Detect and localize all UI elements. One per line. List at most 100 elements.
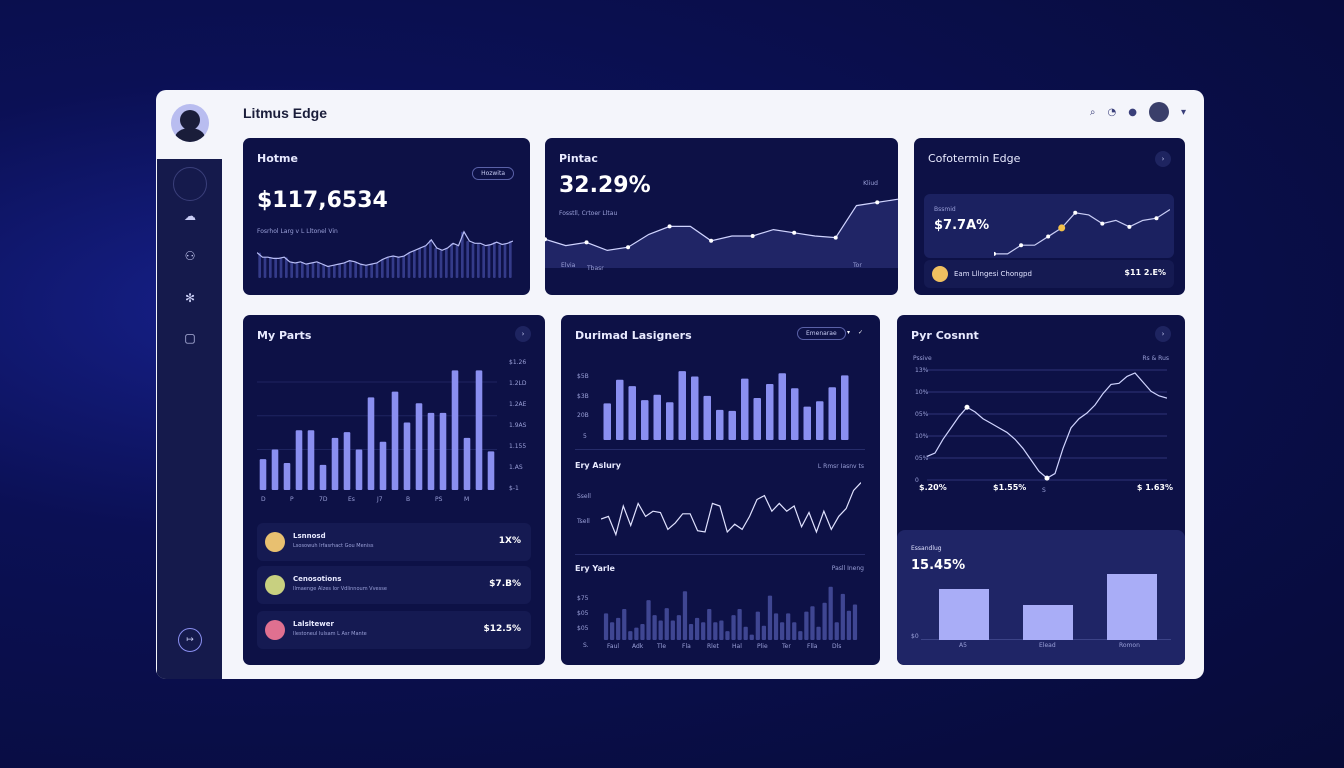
bar [816,626,821,640]
bar [269,257,272,278]
more-icon[interactable]: › [1155,151,1171,167]
user-avatar[interactable] [1148,102,1169,122]
bar [461,231,464,278]
filter-icon[interactable]: ▾ [847,329,851,336]
x-label: Ter [782,643,791,650]
bar [666,402,674,440]
list-item[interactable]: Cenosotions Ilmaenge Alzes Ior Vdlinnoum … [257,566,531,604]
y-tick: 10% [915,433,929,440]
designers-action-button[interactable]: Emenarae [797,327,846,340]
bar [379,441,387,490]
bar [634,627,639,640]
cloud-icon[interactable]: ☁ [184,209,196,223]
cofotermin-chart-panel: Bssmid $7.7A% [924,194,1174,258]
data-point [1044,475,1050,481]
cofotermin-line-chart [994,209,1170,256]
bar [509,241,512,278]
profile-avatar[interactable] [171,104,209,142]
bar [327,266,331,278]
bar [761,625,767,640]
bar [283,463,291,490]
more-icon[interactable]: › [515,326,531,342]
chat-icon[interactable]: ● [1128,106,1137,118]
card-title: Durimad Lasigners [575,329,692,342]
avatar [932,266,948,282]
data-point [1073,210,1078,215]
x-label: Hal [732,643,742,650]
spending-panel: Essandlug 15.45% $0 A5 Elead Romon [897,530,1185,665]
divider [575,554,865,555]
data-point [584,240,589,245]
x-label: Rlet [707,643,719,650]
y-tick: $5B [577,373,589,380]
designers-line-chart [601,482,861,537]
x-label: Romon [1119,642,1140,649]
series-line [994,209,1170,255]
bar [343,262,347,278]
users-icon[interactable]: ⚇ [184,249,196,263]
y-tick: S. [583,642,589,649]
bar [728,410,736,440]
bar [939,589,989,640]
y-tick: $3B [577,393,589,400]
bar [455,245,459,278]
y-tick: 5 [583,433,587,440]
data-point [994,251,996,256]
bar [852,604,858,640]
bar [658,620,663,640]
bar [664,608,669,640]
home-area-chart [257,230,513,278]
bar [1023,605,1073,640]
home-action-button[interactable]: Hozwita [472,167,514,180]
highlight-point [1058,224,1066,232]
bar [354,261,357,278]
section-title: Ery Yarle [575,564,615,573]
x-label: D [261,496,266,503]
document-icon[interactable]: ▢ [184,331,196,345]
profile-icon[interactable] [173,167,207,201]
data-point [964,404,970,410]
bar [434,247,437,278]
gear-icon[interactable]: ✻ [184,291,196,305]
bar [477,243,480,278]
search-icon[interactable]: ⌕ [1089,106,1096,118]
stat-value: $.20% [919,483,947,492]
data-point [1127,224,1132,229]
data-point [833,235,838,240]
more-icon[interactable]: › [1155,326,1171,342]
data-point [626,245,631,250]
list-item[interactable]: Lsnnosd Lsosowuh Irfasrhact Gou Meniss 1X% [257,523,531,561]
x-label: Plie [757,643,768,650]
bar [678,371,686,440]
bar [439,250,443,278]
x-label: Elvia [561,262,576,269]
cofotermin-row[interactable]: Eam Lllngesi Chongpd $11 2.E% [924,260,1174,288]
bar [307,430,315,490]
bar [445,247,448,278]
logout-icon[interactable]: ↦ [178,628,202,652]
data-point [667,224,672,229]
bar [828,586,833,640]
bell-icon[interactable]: ◔ [1107,106,1117,118]
app-title: Litmus Edge [243,105,328,121]
chevron-down-icon[interactable]: ▾ [1180,106,1186,118]
sidebar: ☁ ⚇ ✻ ▢ ↦ [157,159,222,679]
bar [798,631,803,640]
bar [391,391,399,490]
bar [822,602,827,640]
section-label: Pasll Ineng [831,565,864,572]
row-label: Eam Lllngesi Chongpd [954,270,1032,278]
bar [263,257,267,278]
bar [810,606,815,640]
bar [343,432,351,490]
item-subtitle: Lsosowuh Irfasrhact Gou Meniss [293,543,374,549]
bar [652,615,657,640]
bar [301,261,304,278]
bar [482,245,485,278]
edit-icon[interactable]: ✓ [858,329,864,336]
bar [779,622,785,640]
area-fill [545,199,898,268]
bar [493,242,496,278]
item-name: Lsnnosd [293,532,326,540]
list-item[interactable]: Lalsltewer Ilestoneul Iulsam L Asr Mante $… [257,611,531,649]
